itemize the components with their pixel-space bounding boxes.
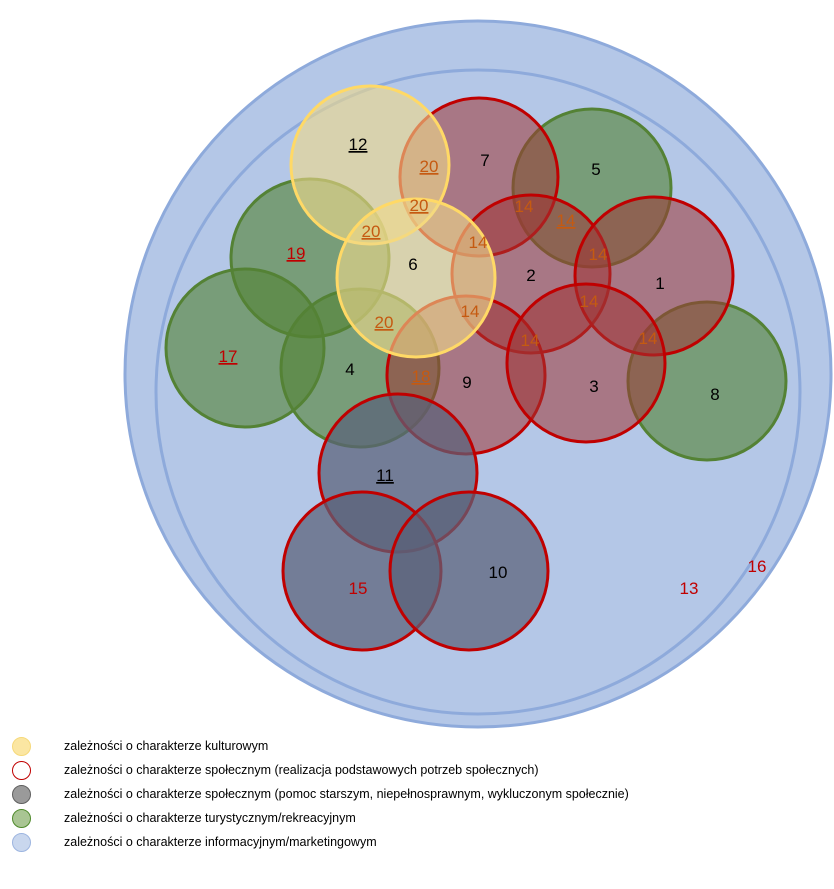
label-1: 1 <box>655 274 664 293</box>
yellow-circle-icon <box>12 737 31 756</box>
label-17: 17 <box>219 347 238 366</box>
label-14-a: 14 <box>515 197 534 216</box>
green-circle-icon <box>12 809 31 828</box>
label-14-e: 14 <box>580 292 599 311</box>
label-14-c: 14 <box>469 233 488 252</box>
legend-item-information: zależności o charakterze informacyjnym/m… <box>8 832 834 856</box>
label-20-d: 20 <box>375 313 394 332</box>
label-16: 16 <box>748 557 767 576</box>
label-20-b: 20 <box>410 196 429 215</box>
red-ring-icon <box>12 761 31 780</box>
grey-circle-icon <box>12 785 31 804</box>
label-20-a: 20 <box>420 157 439 176</box>
label-19: 19 <box>287 244 306 263</box>
legend-label: zależności o charakterze społecznym (pom… <box>64 787 629 801</box>
label-2: 2 <box>526 266 535 285</box>
label-7: 7 <box>480 151 489 170</box>
legend-item-social-help: zależności o charakterze społecznym (pom… <box>8 784 834 808</box>
label-14-b: 14 <box>557 211 576 230</box>
legend-item-social-basic: zależności o charakterze społecznym (rea… <box>8 760 834 784</box>
blue-circle-icon <box>12 833 31 852</box>
label-4: 4 <box>345 360 354 379</box>
legend-label: zależności o charakterze kulturowym <box>64 739 269 753</box>
label-11: 11 <box>376 466 394 485</box>
label-14-g: 14 <box>521 331 540 350</box>
circle-6 <box>335 197 497 359</box>
label-3: 3 <box>589 377 598 396</box>
label-9: 9 <box>462 373 471 392</box>
label-5: 5 <box>591 160 600 179</box>
label-18: 18 <box>412 367 431 386</box>
label-6: 6 <box>408 255 417 274</box>
label-14-d: 14 <box>589 245 608 264</box>
legend: zależności o charakterze kulturowym zale… <box>8 736 834 856</box>
label-15: 15 <box>349 579 368 598</box>
legend-item-tourism: zależności o charakterze turystycznym/re… <box>8 808 834 832</box>
legend-label: zależności o charakterze turystycznym/re… <box>64 811 356 825</box>
label-14-h: 14 <box>639 329 658 348</box>
label-8: 8 <box>710 385 719 404</box>
label-12: 12 <box>349 135 368 154</box>
label-13: 13 <box>680 579 699 598</box>
label-20-c: 20 <box>362 222 381 241</box>
legend-label: zależności o charakterze informacyjnym/m… <box>64 835 377 849</box>
label-14-f: 14 <box>461 302 480 321</box>
legend-item-cultural: zależności o charakterze kulturowym <box>8 736 834 760</box>
legend-label: zależności o charakterze społecznym (rea… <box>64 763 539 777</box>
label-10: 10 <box>489 563 508 582</box>
circle-10 <box>388 490 550 652</box>
circle-3 <box>505 282 667 444</box>
dependency-venn-diagram: 1 2 3 4 5 6 7 8 9 10 11 12 13 15 16 17 1… <box>123 19 833 729</box>
